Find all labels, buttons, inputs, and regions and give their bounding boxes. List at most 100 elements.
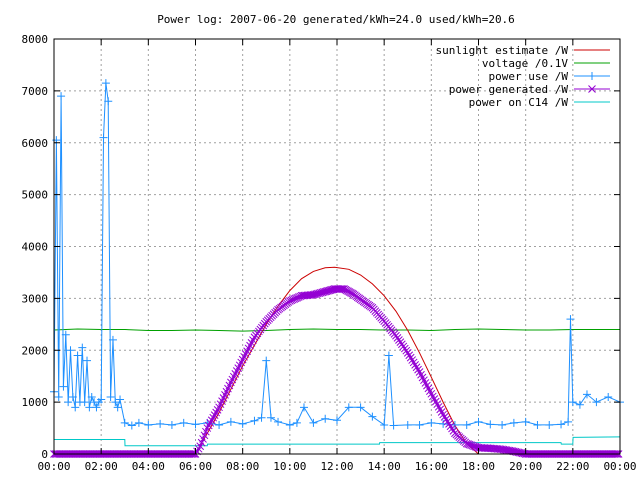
data-point-plus [238, 419, 247, 428]
x-tick-label: 14:00 [368, 460, 401, 473]
data-point-plus [389, 421, 398, 430]
data-point-plus [521, 417, 530, 426]
data-point-plus [80, 398, 89, 407]
data-point-x [443, 417, 452, 426]
data-point-plus [85, 403, 94, 412]
legend-label: voltage /0.1V [482, 57, 568, 70]
data-point-x [414, 365, 422, 374]
data-point-plus [257, 413, 266, 422]
data-point-plus [167, 420, 176, 429]
data-point-plus [73, 351, 82, 360]
data-point-plus [266, 413, 275, 422]
data-point-plus [87, 392, 96, 401]
data-point-plus [321, 414, 330, 423]
data-point-x [311, 290, 319, 299]
x-tick-label: 16:00 [415, 460, 448, 473]
y-tick-label: 3000 [22, 292, 49, 305]
data-point-plus [71, 403, 80, 412]
data-point-plus [604, 392, 613, 401]
data-point-plus [403, 420, 412, 429]
data-point-plus [384, 351, 393, 360]
legend-item-sunlight-estimate-w: sunlight estimate /W [436, 44, 610, 57]
data-point-x [440, 413, 449, 421]
data-point-plus [566, 315, 575, 324]
data-point-x [315, 289, 324, 298]
legend-label: power on C14 /W [469, 96, 569, 109]
y-tick-label: 6000 [22, 137, 49, 150]
data-point-x [412, 363, 421, 372]
series-line [53, 328, 620, 332]
x-tick-label: 04:00 [132, 460, 165, 473]
data-point-plus [564, 417, 573, 426]
series-power-on-c14-w [54, 436, 621, 447]
data-point-plus [66, 346, 75, 355]
data-point-plus [299, 403, 308, 412]
y-tick-label: 4000 [22, 241, 49, 254]
data-point-x [318, 288, 327, 297]
data-point-x [411, 360, 419, 369]
data-point-x [309, 290, 318, 299]
data-point-plus [557, 420, 566, 429]
data-point-plus [380, 420, 389, 429]
legend-label: power generated /W [449, 83, 569, 96]
data-point-plus [215, 420, 224, 429]
data-point-plus [101, 79, 110, 88]
data-point-plus [592, 398, 601, 407]
data-point-plus [333, 416, 341, 425]
data-point-plus [134, 418, 143, 427]
data-point-plus [415, 420, 424, 429]
data-point-x [588, 85, 596, 93]
legend-label: power use /W [489, 70, 569, 83]
data-point-plus [108, 335, 117, 344]
data-point-plus [356, 403, 365, 412]
x-tick-label: 00:00 [37, 460, 70, 473]
data-point-x [316, 288, 325, 297]
data-point-plus [179, 418, 188, 427]
data-point-plus [156, 419, 165, 428]
y-tick-label: 0 [41, 448, 48, 461]
data-point-x [408, 356, 417, 364]
plot-series [50, 79, 624, 458]
data-point-x [405, 351, 414, 360]
legend-label: sunlight estimate /W [436, 44, 569, 57]
data-point-plus [545, 420, 554, 429]
data-point-x [406, 353, 415, 362]
data-point-plus [582, 390, 591, 399]
y-tick-label: 1000 [22, 396, 49, 409]
y-tick-label: 2000 [22, 344, 49, 357]
data-point-plus [57, 92, 66, 101]
y-tick-label: 7000 [22, 85, 49, 98]
data-point-plus [292, 418, 301, 427]
data-point-plus [427, 418, 436, 427]
data-point-x [409, 358, 418, 367]
data-point-plus [127, 421, 136, 430]
legend-item-power-on-c14-w: power on C14 /W [469, 96, 610, 109]
data-point-plus [274, 417, 283, 426]
data-point-plus [462, 420, 471, 429]
data-point-plus [64, 398, 73, 407]
data-point-plus [575, 400, 584, 409]
data-point-plus [368, 412, 377, 421]
data-point-plus [588, 72, 596, 80]
data-point-plus [111, 398, 120, 407]
x-tick-label: 02:00 [85, 460, 118, 473]
data-point-plus [285, 420, 294, 429]
data-point-plus [104, 97, 113, 106]
data-point-plus [533, 420, 542, 429]
data-point-plus [486, 420, 495, 429]
y-tick-label: 5000 [22, 189, 49, 202]
chart-title: Power log: 2007-06-20 generated/kWh=24.0… [157, 13, 515, 26]
data-point-plus [59, 382, 68, 391]
data-point-plus [144, 420, 153, 429]
data-point-plus [120, 418, 129, 427]
data-point-x [313, 289, 322, 298]
x-tick-label: 18:00 [462, 460, 495, 473]
data-point-plus [99, 133, 108, 142]
data-point-plus [344, 403, 353, 412]
data-point-plus [262, 356, 271, 365]
data-point-x [442, 415, 450, 424]
data-point-plus [83, 356, 92, 365]
data-point-plus [54, 392, 63, 401]
data-point-plus [498, 420, 507, 429]
